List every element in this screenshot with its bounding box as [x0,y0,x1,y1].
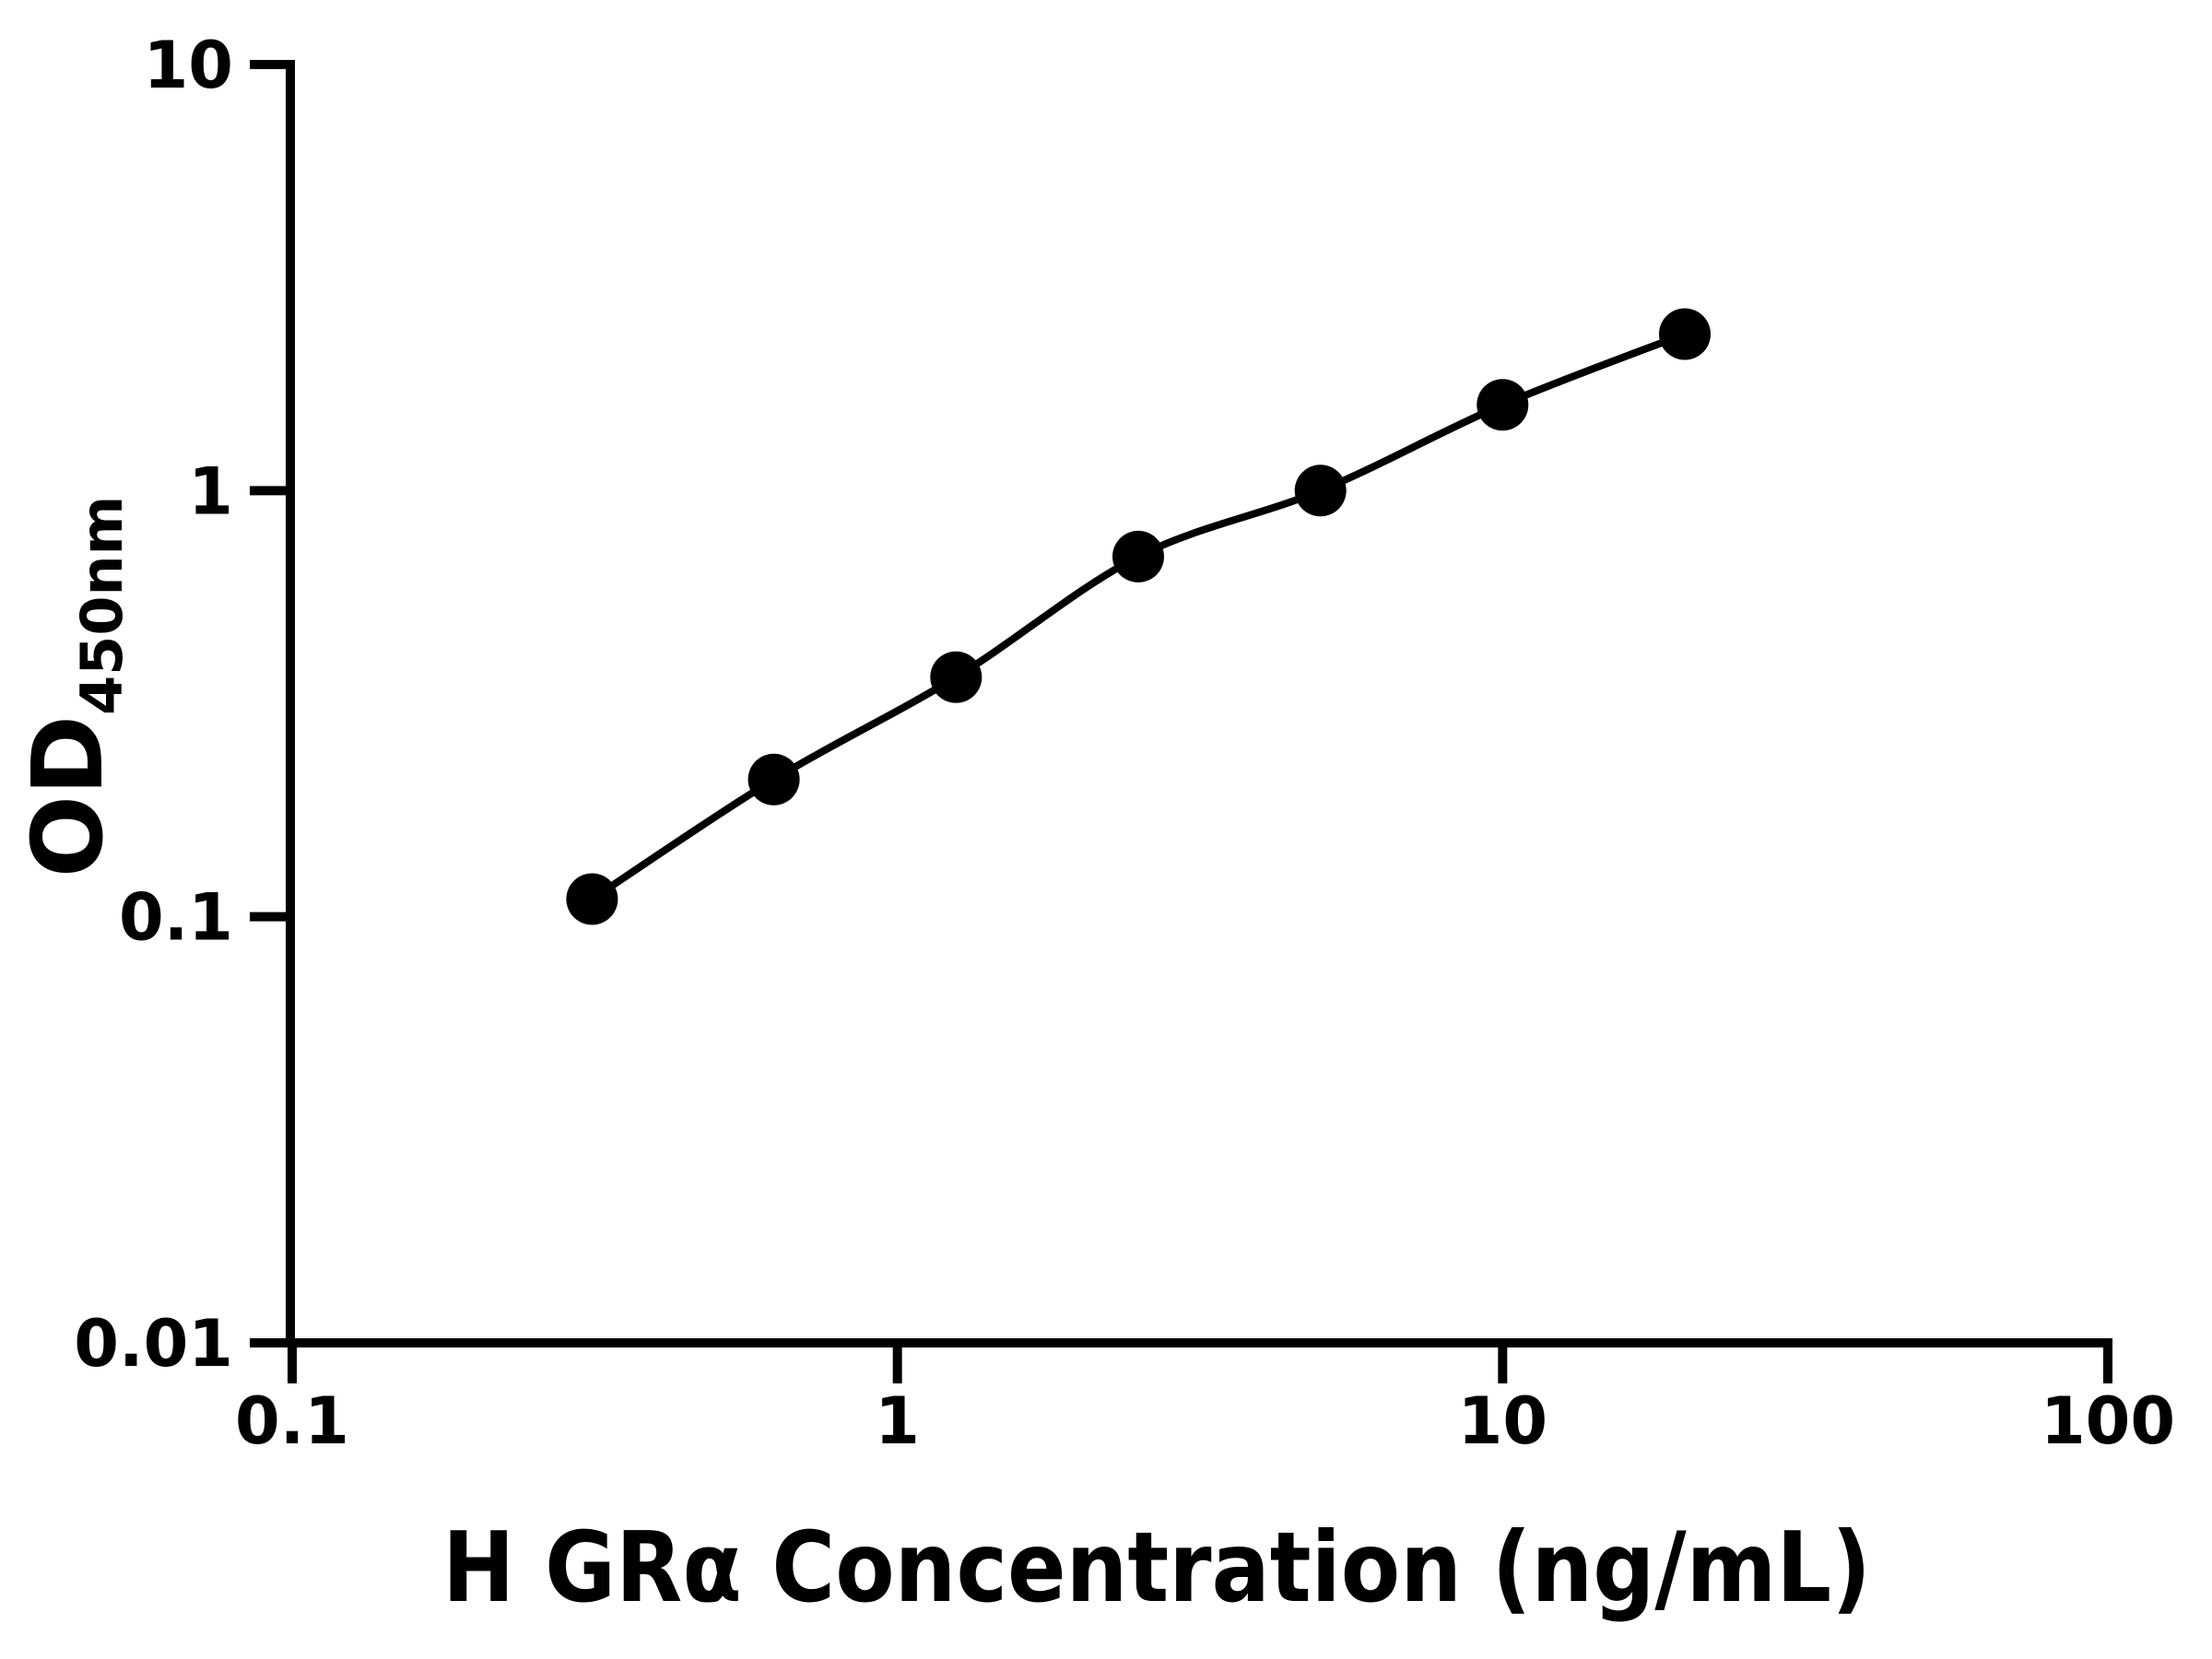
data-point-marker [930,651,982,703]
x-axis-ticks [288,1343,2112,1383]
x-axis-title: H GRα Concentration (ng/mL) [442,1512,1871,1624]
data-point-marker [566,873,618,925]
y-tick-label: 1 [188,453,233,529]
y-tick-label: 10 [144,28,233,103]
series-markers [566,308,1711,925]
x-axis-tick-labels: 0.1 1 10 100 [235,1383,2175,1459]
data-point-marker [1477,379,1529,431]
data-point-marker [747,753,800,806]
y-tick-label: 0.1 [119,880,233,956]
data-point-marker [1294,465,1347,517]
x-tick-label: 1 [875,1383,920,1459]
data-point-marker [1112,530,1164,582]
y-tick-label: 0.01 [74,1306,233,1382]
y-axis-title: OD450nm [12,496,135,878]
x-tick-label: 100 [2041,1383,2175,1459]
data-point-marker [1659,308,1711,360]
x-tick-label: 10 [1458,1383,1547,1459]
y-axis-ticks [250,60,290,1347]
y-axis-title-main: OD [12,715,124,877]
x-tick-label: 0.1 [235,1383,349,1459]
y-axis-title-subscript: 450nm [68,496,135,715]
y-axis-tick-labels: 10 1 0.1 0.01 [74,28,233,1382]
